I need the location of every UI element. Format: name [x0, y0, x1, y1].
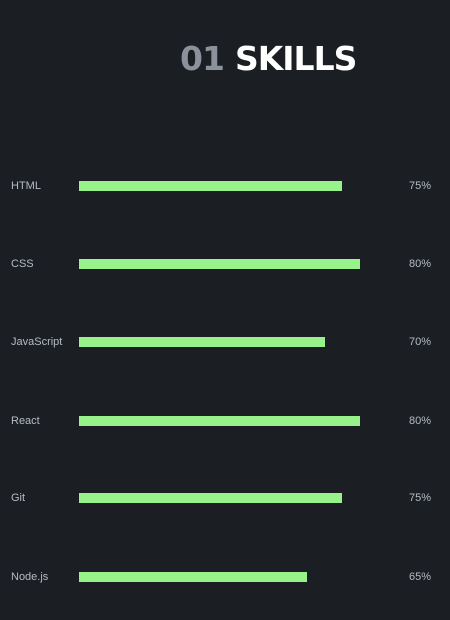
skill-name: JavaScript: [11, 336, 63, 348]
skill-bar: [79, 493, 343, 503]
skill-bar: [79, 259, 360, 269]
skill-track: [79, 181, 430, 191]
skill-row-css: CSS 80%: [0, 254, 450, 274]
skill-percent: 70%: [409, 336, 432, 348]
section-title: SKILLS: [234, 39, 357, 78]
skill-name: CSS: [11, 258, 34, 270]
skill-row-html: HTML 75%: [0, 176, 450, 196]
skill-name: React: [11, 415, 40, 427]
skill-percent: 75%: [409, 180, 432, 192]
skill-track: [79, 416, 430, 426]
section-number: 01: [180, 39, 225, 78]
section-heading: 01 SKILLS: [180, 38, 357, 80]
skill-bar: [79, 337, 325, 347]
skill-percent: 80%: [409, 258, 432, 270]
skill-track: [79, 337, 430, 347]
skill-percent: 80%: [409, 415, 432, 427]
skill-track: [79, 493, 430, 503]
skill-row-nodejs: Node.js 65%: [0, 567, 450, 587]
skill-row-git: Git 75%: [0, 488, 450, 508]
skill-bar: [79, 181, 343, 191]
skill-row-react: React 80%: [0, 411, 450, 431]
skill-bar: [79, 416, 360, 426]
skill-row-javascript: JavaScript 70%: [0, 332, 450, 352]
skill-bar: [79, 572, 308, 582]
skill-percent: 65%: [409, 571, 432, 583]
skill-name: Node.js: [11, 571, 49, 583]
skill-name: Git: [11, 492, 26, 504]
skill-track: [79, 259, 430, 269]
skill-name: HTML: [11, 180, 41, 192]
skill-percent: 75%: [409, 492, 432, 504]
skill-track: [79, 572, 430, 582]
